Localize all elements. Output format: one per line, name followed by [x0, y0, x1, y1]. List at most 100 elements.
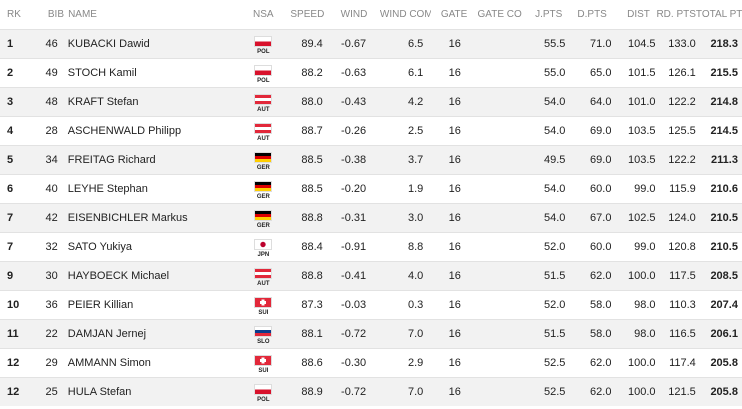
wind-cell: -0.20: [341, 183, 367, 195]
round-points-cell: 125.5: [668, 125, 696, 137]
nsa-code: GER: [256, 165, 270, 171]
judge-points-cell: 52.5: [544, 386, 566, 398]
nsa-flag: AUT: [254, 94, 273, 114]
distance-cell: 102.5: [628, 212, 656, 224]
gate-cell: 16: [448, 299, 461, 311]
gate-cell: 16: [448, 270, 461, 282]
table-row[interactable]: 10 36 PEIER Killian SUI 87.3 -0.03 0.3 16 52.0 58…: [0, 290, 742, 319]
header-judge-points[interactable]: J.PTS: [535, 9, 563, 20]
wind-cell: -0.38: [341, 154, 367, 166]
round-points-cell: 124.0: [668, 212, 696, 224]
athlete-name[interactable]: KRAFT Stefan: [67, 96, 139, 108]
nsa-flag: SUI: [254, 297, 273, 317]
judge-points-cell: 49.5: [544, 154, 566, 166]
speed-cell: 89.4: [301, 38, 323, 50]
table-row[interactable]: 7 32 SATO Yukiya JPN 88.4 -0.91 8.8 16 52.0 60.0 9…: [0, 232, 742, 261]
distance-cell: 104.5: [628, 38, 656, 50]
athlete-name[interactable]: FREITAG Richard: [67, 154, 156, 166]
table-row[interactable]: 4 28 ASCHENWALD Philipp AUT 88.7 -0.26 2.5 16 54…: [0, 116, 742, 145]
athlete-name[interactable]: HULA Stefan: [67, 386, 132, 398]
round-points-cell: 121.5: [668, 386, 696, 398]
header-rank[interactable]: RK: [7, 9, 21, 20]
header-distance[interactable]: DIST: [627, 9, 650, 20]
distance-points-cell: 60.0: [590, 183, 612, 195]
distance-cell: 103.5: [628, 125, 656, 137]
total-points-cell: 205.8: [710, 357, 738, 369]
header-wind-comp[interactable]: WIND COMP: [379, 9, 431, 20]
athlete-name[interactable]: EISENBICHLER Markus: [67, 212, 188, 224]
table-row[interactable]: 5 34 FREITAG Richard GER 88.5 -0.38 3.7 16 49.5 6…: [0, 145, 742, 174]
table-row[interactable]: 2 49 STOCH Kamil POL 88.2 -0.63 6.1 16 55.0 65.0 1…: [0, 58, 742, 87]
header-nsa[interactable]: NSA: [252, 9, 274, 20]
table-row[interactable]: 12 25 HULA Stefan POL 88.9 -0.72 7.0 16 52.5 62.0…: [0, 377, 742, 406]
athlete-name[interactable]: KUBACKI Dawid: [67, 38, 150, 50]
athlete-name[interactable]: HAYBOECK Michael: [67, 270, 170, 282]
wind-cell: -0.41: [341, 270, 367, 282]
table-row[interactable]: 12 29 AMMANN Simon SUI 88.6 -0.30 2.9 16 52.5 62.…: [0, 348, 742, 377]
athlete-name[interactable]: DAMJAN Jernej: [67, 328, 147, 340]
wind-comp-cell: 4.2: [407, 96, 424, 108]
athlete-name[interactable]: AMMANN Simon: [67, 357, 151, 369]
header-total-points[interactable]: TOTAL PTS: [695, 9, 742, 20]
nsa-flag: POL: [254, 36, 273, 56]
round-points-cell: 126.1: [668, 67, 696, 79]
nsa-code: GER: [256, 194, 270, 200]
athlete-name[interactable]: PEIER Killian: [67, 299, 134, 311]
athlete-name[interactable]: STOCH Kamil: [67, 67, 137, 79]
speed-cell: 88.5: [301, 183, 323, 195]
bib-cell: 30: [45, 270, 58, 282]
wind-cell: -0.26: [341, 125, 367, 137]
wind-cell: -0.63: [341, 67, 367, 79]
header-speed[interactable]: SPEED: [290, 9, 325, 20]
nsa-flag: GER: [254, 181, 273, 201]
judge-points-cell: 54.0: [544, 96, 566, 108]
speed-cell: 88.5: [301, 154, 323, 166]
distance-cell: 100.0: [628, 270, 656, 282]
wind-comp-cell: 6.1: [407, 67, 424, 79]
rank-cell: 4: [7, 125, 14, 137]
total-points-cell: 214.5: [710, 125, 738, 137]
rank-cell: 12: [7, 357, 20, 369]
header-bib[interactable]: BIB: [47, 9, 64, 20]
athlete-name[interactable]: SATO Yukiya: [67, 241, 132, 253]
rank-cell: 11: [7, 328, 19, 340]
header-gate-comp[interactable]: GATE COMP: [477, 9, 523, 20]
table-body: 1 46 KUBACKI Dawid POL 89.4 -0.67 6.5 16 55.5 71.…: [0, 29, 742, 406]
round-points-cell: 116.5: [669, 328, 696, 340]
total-points-cell: 208.5: [710, 270, 738, 282]
header-distance-points[interactable]: D.PTS: [577, 9, 607, 20]
total-points-cell: 205.8: [710, 386, 738, 398]
judge-points-cell: 54.0: [544, 125, 566, 137]
nsa-flag: SLO: [254, 326, 273, 346]
bib-cell: 34: [45, 154, 58, 166]
gate-cell: 16: [448, 154, 461, 166]
table-row[interactable]: 1 46 KUBACKI Dawid POL 89.4 -0.67 6.5 16 55.5 71.…: [0, 29, 742, 58]
table-row[interactable]: 9 30 HAYBOECK Michael AUT 88.8 -0.41 4.0 16 51.5…: [0, 261, 742, 290]
header-wind[interactable]: WIND: [340, 9, 368, 20]
total-points-cell: 207.4: [710, 299, 738, 311]
wind-comp-cell: 0.3: [407, 299, 424, 311]
total-points-cell: 211.3: [711, 154, 738, 166]
distance-points-cell: 60.0: [590, 241, 612, 253]
rank-cell: 1: [7, 38, 14, 50]
bib-cell: 28: [45, 125, 58, 137]
table-row[interactable]: 11 22 DAMJAN Jernej SLO 88.1 -0.72 7.0 16 51.5 58…: [0, 319, 742, 348]
nsa-cell: AUT: [244, 119, 282, 143]
header-name[interactable]: NAME: [68, 9, 97, 20]
header-round-points[interactable]: RD. PTS: [656, 9, 696, 20]
table-row[interactable]: 7 42 EISENBICHLER Markus GER 88.8 -0.31 3.0 16 5…: [0, 203, 742, 232]
total-points-cell: 210.5: [710, 212, 738, 224]
athlete-name[interactable]: LEYHE Stephan: [67, 183, 148, 195]
bib-cell: 40: [45, 183, 58, 195]
gate-cell: 16: [448, 328, 461, 340]
table-row[interactable]: 3 48 KRAFT Stefan AUT 88.0 -0.43 4.2 16 54.0 64.0…: [0, 87, 742, 116]
nsa-cell: GER: [244, 148, 282, 172]
athlete-name[interactable]: ASCHENWALD Philipp: [67, 125, 182, 137]
header-gate[interactable]: GATE: [440, 9, 468, 20]
table-row[interactable]: 6 40 LEYHE Stephan GER 88.5 -0.20 1.9 16 54.0 60.…: [0, 174, 742, 203]
wind-cell: -0.72: [341, 386, 367, 398]
bib-cell: 48: [45, 96, 58, 108]
flag-icon: [254, 123, 273, 134]
nsa-code: SUI: [258, 368, 269, 374]
